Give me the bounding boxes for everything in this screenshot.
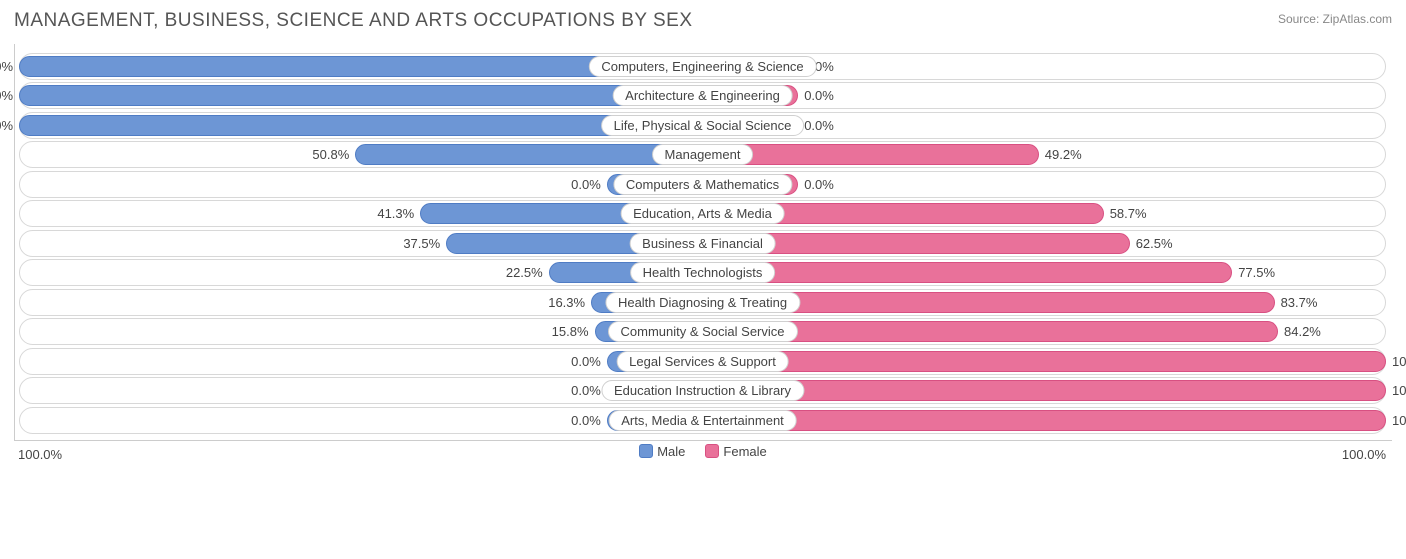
female-pct-label: 100.0% xyxy=(1392,407,1406,434)
male-pct-label: 0.0% xyxy=(571,171,601,198)
category-label: Architecture & Engineering xyxy=(612,85,793,106)
male-pct-label: 15.8% xyxy=(552,318,589,345)
female-pct-label: 62.5% xyxy=(1136,230,1173,257)
female-pct-label: 77.5% xyxy=(1238,259,1275,286)
chart-row: 0.0%100.0%Arts, Media & Entertainment xyxy=(19,407,1386,434)
female-pct-label: 100.0% xyxy=(1392,377,1406,404)
category-label: Business & Financial xyxy=(629,233,776,254)
legend-female: Female xyxy=(705,444,766,459)
category-label: Health Diagnosing & Treating xyxy=(605,292,800,313)
chart-title: MANAGEMENT, BUSINESS, SCIENCE AND ARTS O… xyxy=(14,10,693,32)
male-pct-label: 37.5% xyxy=(403,230,440,257)
category-label: Health Technologists xyxy=(630,262,776,283)
male-pct-label: 100.0% xyxy=(0,82,13,109)
chart-row: 50.8% 49.2% Management xyxy=(19,141,1386,168)
female-pct-label: 49.2% xyxy=(1045,141,1082,168)
category-label: Education Instruction & Library xyxy=(601,380,804,401)
chart-row: 0.0%100.0%Education Instruction & Librar… xyxy=(19,377,1386,404)
male-pct-label: 100.0% xyxy=(0,53,13,80)
female-bar xyxy=(703,262,1233,283)
category-label: Community & Social Service xyxy=(608,321,798,342)
male-bar xyxy=(19,85,703,106)
chart-row: 0.0% 0.0% Computers & Mathematics xyxy=(19,171,1386,198)
female-pct-label: 0.0% xyxy=(804,112,834,139)
chart-row: 41.3% 58.7% Education, Arts & Media xyxy=(19,200,1386,227)
category-label: Computers, Engineering & Science xyxy=(588,56,816,77)
female-bar xyxy=(703,380,1387,401)
chart-row: 0.0%100.0%Legal Services & Support xyxy=(19,348,1386,375)
male-pct-label: 0.0% xyxy=(571,377,601,404)
chart-row: 100.0%0.0%Computers, Engineering & Scien… xyxy=(19,53,1386,80)
male-pct-label: 41.3% xyxy=(377,200,414,227)
female-pct-label: 84.2% xyxy=(1284,318,1321,345)
chart-source: Source: ZipAtlas.com xyxy=(1278,12,1392,26)
male-pct-label: 0.0% xyxy=(571,348,601,375)
male-pct-label: 22.5% xyxy=(506,259,543,286)
legend-female-label: Female xyxy=(723,444,766,459)
category-label: Legal Services & Support xyxy=(616,351,789,372)
category-label: Computers & Mathematics xyxy=(613,174,792,195)
chart-row: 100.0%0.0%Life, Physical & Social Scienc… xyxy=(19,112,1386,139)
category-label: Management xyxy=(652,144,754,165)
category-label: Life, Physical & Social Science xyxy=(601,115,805,136)
male-swatch xyxy=(639,444,653,458)
female-swatch xyxy=(705,444,719,458)
chart-row: 22.5% 77.5% Health Technologists xyxy=(19,259,1386,286)
female-pct-label: 100.0% xyxy=(1392,348,1406,375)
male-pct-label: 16.3% xyxy=(548,289,585,316)
female-pct-label: 58.7% xyxy=(1110,200,1147,227)
legend-male-label: Male xyxy=(657,444,685,459)
category-label: Arts, Media & Entertainment xyxy=(608,410,797,431)
category-label: Education, Arts & Media xyxy=(620,203,785,224)
male-pct-label: 50.8% xyxy=(312,141,349,168)
female-pct-label: 0.0% xyxy=(804,82,834,109)
axis-right-label: 100.0% xyxy=(1342,447,1386,462)
chart-row: 15.8% 84.2% Community & Social Service xyxy=(19,318,1386,345)
female-bar xyxy=(703,351,1387,372)
chart-row: 100.0%0.0%Architecture & Engineering xyxy=(19,82,1386,109)
male-bar xyxy=(355,144,702,165)
chart-row: 16.3% 83.7% Health Diagnosing & Treating xyxy=(19,289,1386,316)
legend-male: Male xyxy=(639,444,685,459)
axis-left-label: 100.0% xyxy=(18,447,62,462)
legend: Male Female xyxy=(14,444,1392,459)
female-pct-label: 0.0% xyxy=(804,171,834,198)
occupations-chart: 100.0%0.0%Computers, Engineering & Scien… xyxy=(14,44,1392,441)
female-pct-label: 83.7% xyxy=(1281,289,1318,316)
female-bar xyxy=(703,410,1387,431)
male-pct-label: 100.0% xyxy=(0,112,13,139)
chart-row: 37.5% 62.5% Business & Financial xyxy=(19,230,1386,257)
male-pct-label: 0.0% xyxy=(571,407,601,434)
